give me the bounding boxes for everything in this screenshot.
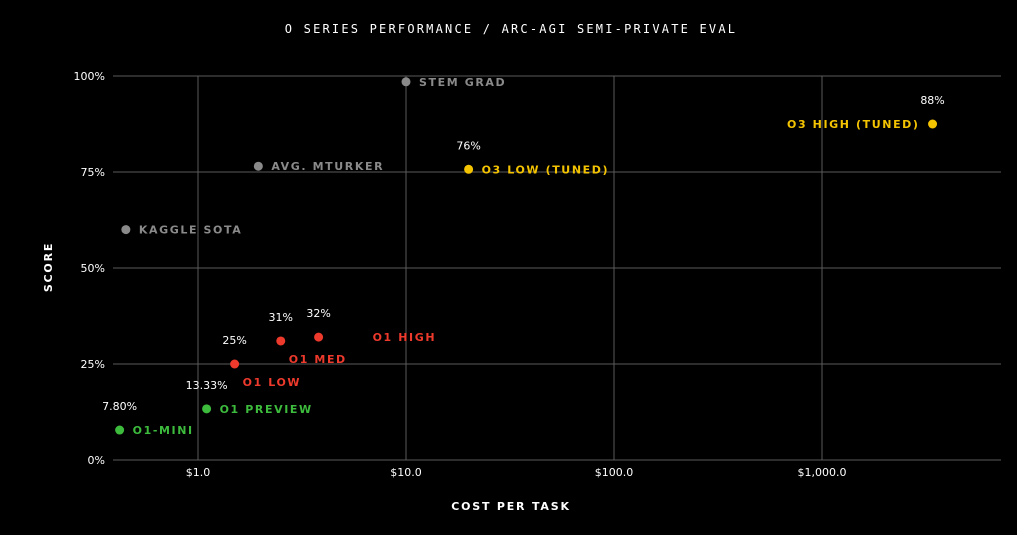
chart-title: O SERIES PERFORMANCE / ARC-AGI SEMI-PRIV… — [285, 22, 737, 36]
point-label: O1 MED — [289, 353, 347, 366]
point-label: STEM GRAD — [419, 76, 506, 89]
point-label: O1 PREVIEW — [220, 403, 313, 416]
point-marker — [202, 404, 212, 414]
point-marker — [464, 164, 474, 174]
x-tick-label: $1.0 — [186, 466, 211, 479]
grid-lines — [113, 75, 1001, 461]
y-tick-label: 100% — [74, 70, 105, 83]
point-label: O1-MINI — [133, 424, 194, 437]
data-point: KAGGLE SOTA — [121, 224, 242, 237]
data-point: O3 LOW (TUNED)76% — [456, 139, 610, 176]
point-value-label: 32% — [306, 307, 330, 320]
point-value-label: 13.33% — [186, 379, 228, 392]
x-tick-label: $1,000.0 — [798, 466, 847, 479]
data-point: O1-MINI 7.80% — [102, 400, 194, 437]
y-tick-label: 25% — [81, 358, 105, 371]
point-value-label: 25% — [222, 334, 246, 347]
point-marker — [314, 332, 324, 342]
x-tick-label: $10.0 — [390, 466, 422, 479]
x-axis-title: COST PER TASK — [451, 500, 571, 513]
point-label: O3 LOW (TUNED) — [482, 163, 610, 176]
point-marker — [401, 77, 411, 87]
point-label: O1 LOW — [243, 376, 302, 389]
data-point: AVG. MTURKER — [253, 160, 384, 173]
data-point: O1 MED 31% — [269, 311, 347, 366]
y-tick-label: 75% — [81, 166, 105, 179]
point-label: AVG. MTURKER — [271, 160, 384, 173]
point-marker — [121, 225, 131, 235]
point-value-label: 88% — [920, 94, 944, 107]
point-label: O1 HIGH — [373, 331, 437, 344]
axis-ticks: 0% 25% 50% 75% 100% $1.0 $10.0 $100.0 $1,000.0 — [74, 70, 847, 479]
y-tick-label: 50% — [81, 262, 105, 275]
data-point: O3 HIGH (TUNED)88% — [787, 94, 945, 131]
data-point: STEM GRAD — [401, 76, 506, 89]
point-value-label: 31% — [269, 311, 293, 324]
point-marker — [928, 119, 938, 129]
point-label: O3 HIGH (TUNED) — [787, 118, 920, 131]
y-axis-title: SCORE — [42, 242, 55, 292]
point-marker — [115, 425, 125, 435]
point-value-label: 76% — [456, 139, 480, 152]
point-label: KAGGLE SOTA — [139, 224, 242, 237]
data-point: O1 PREVIEW 13.33% — [186, 379, 313, 416]
point-marker — [253, 161, 263, 171]
x-tick-label: $100.0 — [595, 466, 634, 479]
data-point: O1 LOW 25% — [222, 334, 302, 389]
point-value-label: 7.80% — [102, 400, 137, 413]
data-point: O1 HIGH 32% — [306, 307, 437, 344]
point-marker — [276, 336, 286, 346]
y-tick-label: 0% — [88, 454, 105, 467]
point-marker — [230, 359, 240, 369]
